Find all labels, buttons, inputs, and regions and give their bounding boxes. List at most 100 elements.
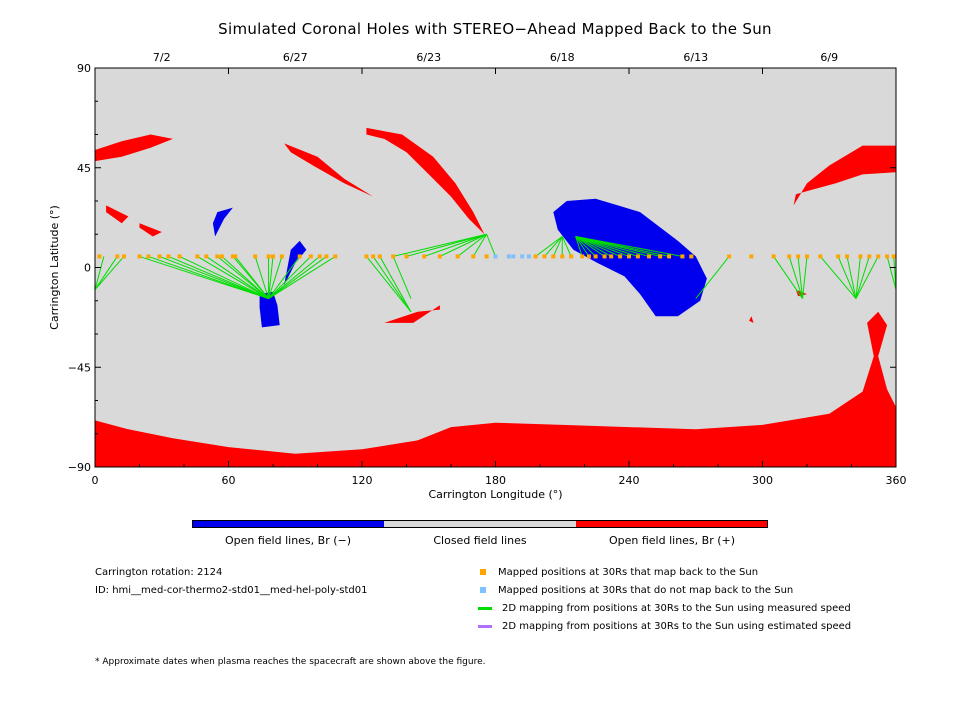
mapping-line — [197, 255, 269, 299]
mapped-position-point — [818, 254, 823, 259]
mapping-line — [575, 236, 612, 257]
mapping-line — [95, 256, 125, 290]
mapped-position-point — [542, 254, 547, 259]
mapped-position-point — [771, 254, 776, 259]
mapped-position-point — [618, 254, 623, 259]
mapped-position-point — [253, 254, 258, 259]
mapped-position-point — [551, 254, 556, 259]
mapping-line — [855, 256, 870, 299]
mapping-line — [486, 234, 496, 257]
x-tick-label: 360 — [886, 474, 907, 487]
date-tick-label: 6/9 — [820, 51, 838, 64]
footnote: * Approximate dates when plasma reaches … — [95, 657, 486, 667]
mapped-position-point — [422, 254, 427, 259]
mapping-line — [268, 256, 301, 299]
mapping-line — [268, 256, 274, 299]
date-tick-label: 7/2 — [153, 51, 171, 64]
chart-title: Simulated Coronal Holes with STEREO−Ahea… — [218, 20, 772, 38]
mapping-line — [561, 236, 572, 257]
mapping-line — [148, 255, 269, 300]
colorbar-label-closed: Closed field lines — [433, 534, 527, 547]
x-tick-label: 120 — [352, 474, 373, 487]
mapped-position-point — [177, 254, 182, 259]
mapping-line — [393, 233, 487, 257]
mapping-line — [439, 233, 487, 257]
mapped-position-point — [867, 254, 872, 259]
mapped-position-point — [836, 254, 841, 259]
mapping-line — [205, 256, 269, 299]
mapping-line — [855, 256, 861, 299]
mapped-position-point — [215, 254, 220, 259]
mapping-line — [366, 256, 412, 313]
mapped-position-point — [876, 254, 881, 259]
mapping-line — [855, 256, 879, 299]
model-id: ID: hmi__med-cor-thermo2-std01__med-hel-… — [95, 585, 368, 596]
mapped-position-point — [796, 254, 801, 259]
x-tick-label: 60 — [222, 474, 236, 487]
x-axis-label: Carrington Longitude (°) — [428, 488, 562, 501]
mapped-position-point — [658, 254, 663, 259]
mapped-position-point — [455, 254, 460, 259]
mapping-line — [372, 256, 412, 313]
mapped-position-point — [858, 254, 863, 259]
mapped-position-point — [533, 254, 538, 259]
mapping-line — [424, 233, 487, 257]
positive-coronal-hole — [793, 145, 896, 206]
date-tick-label: 6/18 — [550, 51, 575, 64]
mapped-position-point — [471, 254, 476, 259]
y-tick-label: −90 — [68, 461, 91, 474]
x-tick-label: 0 — [92, 474, 99, 487]
mapping-line — [392, 256, 412, 299]
unmapped-position-point — [493, 254, 498, 259]
colorbar — [192, 520, 768, 528]
mapped-position-point — [271, 254, 275, 259]
date-tick-label: 6/13 — [683, 51, 708, 64]
mapping-line — [268, 256, 327, 299]
mapped-position-point — [689, 254, 694, 259]
mapped-position-point — [560, 254, 565, 259]
mapped-position-point — [437, 254, 442, 259]
mapped-position-point — [602, 254, 607, 259]
mapped-position-point — [580, 254, 585, 259]
mapped-position-point — [233, 254, 238, 259]
axes: 0 60 120 180 240 300 360 90 45 0 −45 −90 7/2 6/27 6/23… — [48, 51, 907, 501]
mapped-position-point — [230, 254, 235, 259]
mapped-position-point — [647, 254, 652, 259]
mapped-position-point — [749, 254, 754, 259]
mapped-position-point — [667, 254, 672, 259]
mapped-position-point — [391, 254, 396, 259]
mapping-line — [695, 256, 730, 299]
legend-item-measured: 2D mapping from positions at 30Rs to the… — [478, 603, 851, 614]
mapped-position-point — [324, 254, 329, 259]
mapping-line — [802, 256, 808, 299]
mapped-position-point — [266, 254, 271, 259]
mapping-line — [575, 236, 590, 257]
mapping-line — [95, 256, 118, 290]
mapped-position-point — [219, 254, 224, 259]
mapping-line — [159, 255, 269, 299]
mapping-line — [544, 236, 563, 257]
x-tick-label: 300 — [752, 474, 773, 487]
mapping-line — [457, 233, 487, 257]
blue-square-marker — [480, 587, 486, 593]
mapping-line — [575, 236, 605, 257]
positive-coronal-hole — [106, 205, 129, 224]
date-tick-label: 6/23 — [416, 51, 441, 64]
mapped-position-point — [195, 254, 200, 259]
mapping-line — [168, 255, 269, 299]
mapping-line — [221, 256, 269, 299]
legend-label: 2D mapping from positions at 30Rs to the… — [502, 621, 852, 632]
mapping-line — [234, 256, 269, 299]
mapping-line — [575, 236, 621, 257]
mapped-position-point — [377, 254, 382, 259]
mapping-line — [406, 233, 487, 257]
mapped-position-point — [115, 254, 120, 259]
mapping-line — [268, 255, 336, 299]
mapped-position-point — [627, 254, 631, 259]
legend-item-mapped: Mapped positions at 30Rs that map back t… — [478, 567, 758, 578]
colorbar-closed — [384, 521, 576, 527]
y-tick-label: 0 — [84, 262, 91, 275]
mapping-line — [254, 256, 270, 299]
colorbar-label-positive: Open field lines, Br (+) — [608, 534, 736, 547]
colorbar-label-negative: Open field lines, Br (−) — [224, 534, 352, 547]
